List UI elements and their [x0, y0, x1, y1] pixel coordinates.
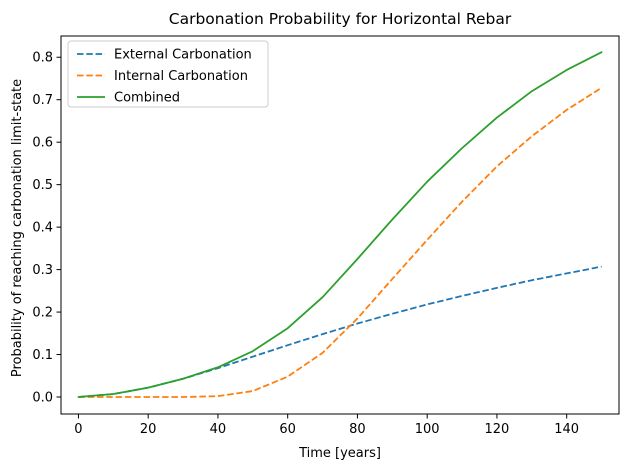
y-tick-label: 0.4 [32, 221, 53, 236]
series-line-3 [77, 51, 603, 398]
y-tick-label: 0.2 [32, 306, 53, 321]
x-tick-label: 120 [485, 422, 510, 437]
y-tick-label: 0.6 [32, 136, 53, 151]
legend: External Carbonation Internal Carbonation… [67, 40, 269, 108]
x-tick-label: 20 [140, 422, 157, 437]
y-tick-label: 0.7 [32, 93, 53, 108]
series-line-2 [78, 87, 603, 398]
x-tick-label: 140 [554, 422, 579, 437]
x-tick-label: 100 [415, 422, 440, 437]
x-tick-label: 60 [279, 422, 296, 437]
axes-frame [60, 35, 620, 415]
y-tick-label: 0.5 [32, 178, 53, 193]
legend-label-1: External Carbonation [114, 48, 252, 63]
y-tick-label: 0.8 [32, 51, 53, 66]
legend-label-2: Internal Carbonation [114, 69, 248, 84]
x-tick-label: 40 [210, 422, 227, 437]
x-tick-label: 80 [349, 422, 366, 437]
y-tick-label: 0.3 [32, 263, 53, 278]
x-tick-label: 0 [74, 422, 82, 437]
y-axis-label: Probability of reaching carbonation limi… [10, 79, 25, 377]
chart-title: Carbonation Probability for Horizontal R… [169, 10, 512, 28]
y-tick-label: 0.0 [32, 391, 53, 406]
legend-box [67, 40, 269, 108]
x-axis-label: Time [years] [298, 446, 381, 461]
y-tick-label: 0.1 [32, 348, 53, 363]
legend-label-3: Combined [114, 91, 180, 106]
plot-area: 0 20 40 60 80 100 120 140 0.0 0.1 0.2 0.3 0.4 0.5 0.6 0… [32, 35, 620, 437]
